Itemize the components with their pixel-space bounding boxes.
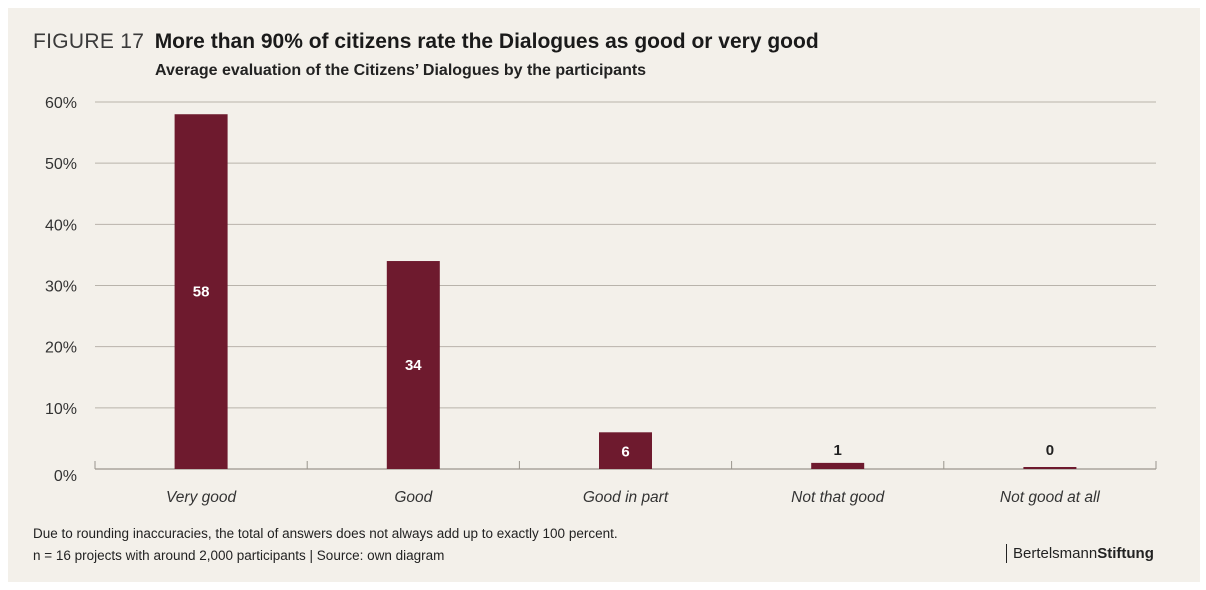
category-label: Very good [166, 489, 237, 506]
data-label: 6 [621, 444, 629, 461]
y-tick-label: 50% [45, 156, 77, 173]
data-label: 34 [405, 357, 422, 374]
chart-title: More than 90% of citizens rate the Dialo… [154, 30, 819, 53]
y-tick-label: 30% [45, 279, 77, 296]
brand-bold: Stiftung [1097, 545, 1154, 562]
bar [386, 261, 440, 469]
data-label: 1 [834, 442, 842, 459]
figure-label: FIGURE 17 [33, 30, 145, 53]
title-row: FIGURE 17 More than 90% of citizens rate… [33, 30, 819, 54]
bar [599, 432, 652, 469]
brand-logo: BertelsmannStiftung [1006, 544, 1154, 563]
category-label: Not that good [791, 489, 885, 506]
y-tick-label: 60% [45, 95, 77, 112]
data-label: 58 [193, 284, 210, 301]
bar [174, 114, 228, 469]
brand-regular: Bertelsmann [1013, 545, 1098, 562]
chart-subtitle: Average evaluation of the Citizens’ Dial… [155, 62, 647, 79]
data-label: 0 [1046, 442, 1054, 459]
y-tick-label: 10% [45, 401, 77, 418]
y-tick-label: 40% [45, 217, 77, 234]
bar [1023, 467, 1077, 469]
category-label: Good [394, 489, 433, 506]
y-tick-label: 20% [45, 340, 77, 357]
category-label: Good in part [583, 489, 669, 506]
y-tick-label: 0% [54, 468, 77, 485]
rounding-note: Due to rounding inaccuracies, the total … [33, 526, 618, 541]
source-note: n = 16 projects with around 2,000 partic… [33, 548, 445, 563]
bar [811, 462, 865, 469]
category-label: Not good at all [1000, 489, 1101, 506]
